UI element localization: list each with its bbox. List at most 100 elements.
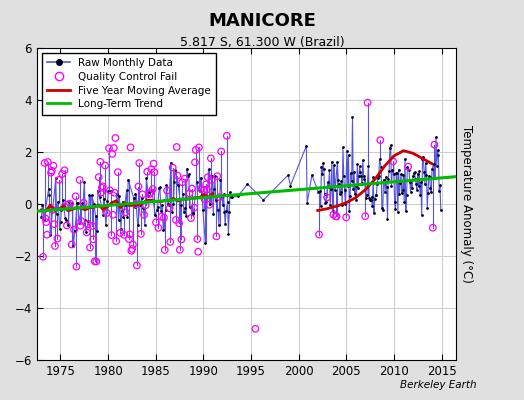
Point [347,170,355,176]
Point [160,247,169,253]
Point [431,175,440,181]
Point [77,218,85,224]
Point [404,164,412,170]
Point [321,191,329,198]
Point [403,164,411,170]
Point [338,202,346,208]
Point [343,148,351,154]
Point [203,186,211,192]
Point [78,200,86,206]
Point [60,204,68,210]
Point [167,160,176,166]
Point [126,231,134,238]
Point [183,173,192,180]
Point [344,152,353,158]
Point [395,166,403,173]
Point [428,166,436,172]
Point [130,204,139,210]
Point [56,226,64,232]
Point [378,205,386,212]
Point [388,167,397,174]
Point [43,232,51,238]
Point [194,248,202,255]
Point [161,207,170,213]
Point [157,208,165,214]
Point [174,182,182,188]
Point [332,213,340,220]
Point [348,114,357,120]
Point [205,202,213,208]
Point [362,195,370,201]
Point [117,226,125,232]
Point [106,187,114,194]
Point [43,159,52,165]
Point [183,166,191,172]
Point [425,174,434,180]
Point [303,200,311,206]
Point [203,174,212,180]
Point [234,193,242,200]
Point [193,236,202,242]
Point [118,198,127,205]
Point [191,159,199,166]
Point [189,210,198,217]
Point [422,172,431,178]
Point [381,174,390,180]
Point [380,177,388,183]
Point [405,167,413,173]
Point [181,204,190,211]
Point [93,227,101,234]
Point [385,168,394,174]
Point [188,185,196,192]
Point [192,147,200,153]
Point [364,163,373,170]
Point [112,238,121,244]
Point [352,196,361,203]
Point [89,236,97,242]
Legend: Raw Monthly Data, Quality Control Fail, Five Year Moving Average, Long-Term Tren: Raw Monthly Data, Quality Control Fail, … [42,53,216,114]
Point [135,160,144,166]
Point [341,187,349,194]
Point [347,178,356,184]
Point [410,169,419,175]
Point [140,222,149,228]
Point [339,144,347,150]
Point [83,229,91,236]
Point [218,194,226,201]
Point [359,173,368,179]
Point [407,177,416,183]
Point [209,211,217,217]
Point [84,218,93,224]
Point [142,174,150,181]
Point [370,196,379,202]
Point [42,219,50,225]
Point [324,184,333,190]
Point [392,169,400,176]
Point [324,179,332,186]
Point [140,212,148,218]
Point [434,152,443,158]
Point [189,210,197,216]
Point [340,173,348,179]
Point [171,167,179,174]
Point [61,215,70,221]
Point [127,248,136,254]
Point [146,191,154,197]
Point [126,144,135,150]
Point [91,213,100,219]
Point [367,194,376,200]
Point [74,220,83,226]
Point [373,181,381,187]
Point [37,214,46,221]
Text: 5.817 S, 61.300 W (Brazil): 5.817 S, 61.300 W (Brazil) [180,36,344,49]
Point [114,169,122,175]
Point [331,187,339,194]
Point [168,209,176,215]
Point [368,203,377,210]
Point [109,212,117,218]
Point [38,202,47,209]
Point [166,239,174,245]
Point [172,217,180,223]
Point [187,215,195,221]
Point [195,144,203,151]
